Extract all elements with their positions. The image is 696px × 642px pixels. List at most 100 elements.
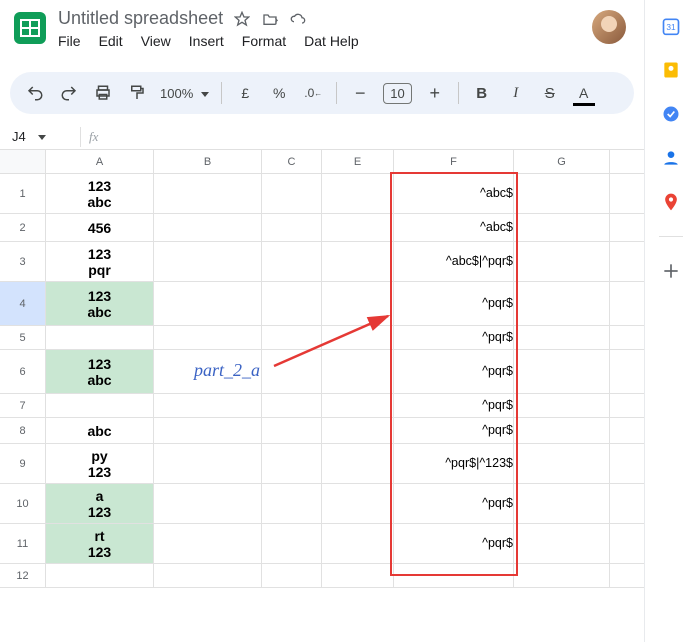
cell-C4[interactable] xyxy=(262,282,322,325)
col-header-B[interactable]: B xyxy=(154,150,262,173)
select-all-corner[interactable] xyxy=(0,150,46,173)
percent-button[interactable]: % xyxy=(268,82,290,104)
cell-A9[interactable]: py123 xyxy=(46,444,154,483)
cell-B2[interactable] xyxy=(154,214,262,241)
decimal-decrease-icon[interactable]: .0← xyxy=(302,82,324,104)
cell-B10[interactable] xyxy=(154,484,262,523)
cell-A3[interactable]: 123pqr xyxy=(46,242,154,281)
col-header-A[interactable]: A xyxy=(46,150,154,173)
row-header-8[interactable]: 8 xyxy=(0,418,46,443)
cell-G10[interactable] xyxy=(514,484,610,523)
cell-E8[interactable] xyxy=(322,418,394,443)
add-icon[interactable] xyxy=(661,261,681,281)
fontsize-plus[interactable]: + xyxy=(424,82,446,104)
calendar-icon[interactable]: 31 xyxy=(661,16,681,36)
row-header-9[interactable]: 9 xyxy=(0,444,46,483)
cell-B11[interactable] xyxy=(154,524,262,563)
cell-G1[interactable] xyxy=(514,174,610,213)
star-icon[interactable] xyxy=(233,10,251,28)
cell-C2[interactable] xyxy=(262,214,322,241)
undo-icon[interactable] xyxy=(24,82,46,104)
cell-G3[interactable] xyxy=(514,242,610,281)
cell-E3[interactable] xyxy=(322,242,394,281)
cell-C3[interactable] xyxy=(262,242,322,281)
menu-edit[interactable]: Edit xyxy=(99,33,123,49)
cell-E6[interactable] xyxy=(322,350,394,393)
cloud-status-icon[interactable] xyxy=(289,10,307,28)
cell-F12[interactable] xyxy=(394,564,514,587)
cell-E1[interactable] xyxy=(322,174,394,213)
col-header-F[interactable]: F xyxy=(394,150,514,173)
strikethrough-button[interactable]: S xyxy=(539,82,561,104)
paint-format-icon[interactable] xyxy=(126,82,148,104)
cell-F3[interactable]: ^abc$|^pqr$ xyxy=(394,242,514,281)
cell-C9[interactable] xyxy=(262,444,322,483)
cell-F11[interactable]: ^pqr$ xyxy=(394,524,514,563)
cell-G2[interactable] xyxy=(514,214,610,241)
col-header-G[interactable]: G xyxy=(514,150,610,173)
cell-A2[interactable]: 456 xyxy=(46,214,154,241)
cell-F7[interactable]: ^pqr$ xyxy=(394,394,514,417)
row-header-3[interactable]: 3 xyxy=(0,242,46,281)
cell-E12[interactable] xyxy=(322,564,394,587)
menu-data-help[interactable]: Dat Help xyxy=(304,33,358,49)
cell-C1[interactable] xyxy=(262,174,322,213)
cell-B5[interactable] xyxy=(154,326,262,349)
move-icon[interactable] xyxy=(261,10,279,28)
cell-F2[interactable]: ^abc$ xyxy=(394,214,514,241)
cell-B3[interactable] xyxy=(154,242,262,281)
row-header-10[interactable]: 10 xyxy=(0,484,46,523)
cell-C5[interactable] xyxy=(262,326,322,349)
menu-insert[interactable]: Insert xyxy=(189,33,224,49)
account-avatar[interactable] xyxy=(592,10,626,44)
cell-F1[interactable]: ^abc$ xyxy=(394,174,514,213)
cell-E2[interactable] xyxy=(322,214,394,241)
cell-E7[interactable] xyxy=(322,394,394,417)
cell-G12[interactable] xyxy=(514,564,610,587)
row-header-1[interactable]: 1 xyxy=(0,174,46,213)
cell-A4[interactable]: 123abc xyxy=(46,282,154,325)
cell-A5[interactable] xyxy=(46,326,154,349)
currency-button[interactable]: £ xyxy=(234,82,256,104)
row-header-12[interactable]: 12 xyxy=(0,564,46,587)
cell-F10[interactable]: ^pqr$ xyxy=(394,484,514,523)
zoom-select[interactable]: 100% xyxy=(160,86,209,101)
cell-B9[interactable] xyxy=(154,444,262,483)
row-header-4[interactable]: 4 xyxy=(0,282,46,325)
cell-C11[interactable] xyxy=(262,524,322,563)
keep-icon[interactable] xyxy=(661,60,681,80)
cell-B4[interactable] xyxy=(154,282,262,325)
cell-G8[interactable] xyxy=(514,418,610,443)
row-header-6[interactable]: 6 xyxy=(0,350,46,393)
cell-C6[interactable] xyxy=(262,350,322,393)
cell-F5[interactable]: ^pqr$ xyxy=(394,326,514,349)
cell-A12[interactable] xyxy=(46,564,154,587)
row-header-2[interactable]: 2 xyxy=(0,214,46,241)
col-header-E[interactable]: E xyxy=(322,150,394,173)
contacts-icon[interactable] xyxy=(661,148,681,168)
cell-E11[interactable] xyxy=(322,524,394,563)
cell-B8[interactable] xyxy=(154,418,262,443)
text-color-button[interactable]: A xyxy=(573,82,595,104)
print-icon[interactable] xyxy=(92,82,114,104)
cell-F9[interactable]: ^pqr$|^123$ xyxy=(394,444,514,483)
cell-A7[interactable] xyxy=(46,394,154,417)
menu-format[interactable]: Format xyxy=(242,33,286,49)
menu-file[interactable]: File xyxy=(58,33,81,49)
cell-E10[interactable] xyxy=(322,484,394,523)
spreadsheet-grid[interactable]: ABCEFG 1 123abc ^abc$ 2456 ^abc$ 3123pqr ^abc$… xyxy=(0,150,644,642)
col-header-C[interactable]: C xyxy=(262,150,322,173)
cell-G6[interactable] xyxy=(514,350,610,393)
menu-view[interactable]: View xyxy=(141,33,171,49)
name-box[interactable]: J4 xyxy=(6,129,72,144)
cell-F8[interactable]: ^pqr$ xyxy=(394,418,514,443)
cell-C8[interactable] xyxy=(262,418,322,443)
cell-E5[interactable] xyxy=(322,326,394,349)
bold-button[interactable]: B xyxy=(471,82,493,104)
cell-C7[interactable] xyxy=(262,394,322,417)
cell-F4[interactable]: ^pqr$ xyxy=(394,282,514,325)
cell-E4[interactable] xyxy=(322,282,394,325)
cell-C12[interactable] xyxy=(262,564,322,587)
cell-A10[interactable]: a123 xyxy=(46,484,154,523)
cell-B1[interactable] xyxy=(154,174,262,213)
